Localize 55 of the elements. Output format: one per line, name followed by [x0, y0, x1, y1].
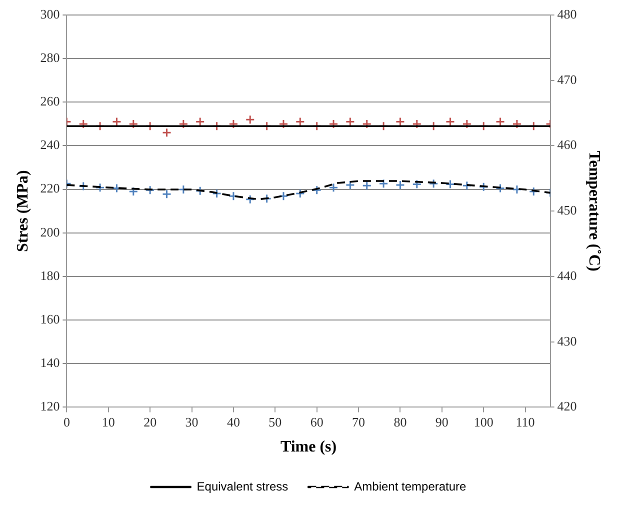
- y-axis-title: Stres (MPa): [14, 170, 32, 252]
- legend-label: Ambient temperature: [354, 479, 467, 494]
- x-tick-label: 110: [516, 414, 535, 430]
- y2-tick-label: 420: [557, 398, 577, 414]
- y2-tick-label: 430: [557, 333, 577, 348]
- point: [312, 185, 322, 195]
- point: [212, 188, 222, 198]
- y-tick-label: 160: [40, 311, 60, 326]
- x-tick-label: 20: [144, 414, 157, 430]
- y2-tick-label: 440: [557, 268, 577, 283]
- point: [496, 183, 506, 193]
- point: [162, 189, 172, 199]
- point: [95, 182, 105, 192]
- x-tick-label: 30: [185, 414, 198, 430]
- point: [362, 180, 372, 190]
- y-tick-label: 220: [40, 180, 60, 196]
- point: [245, 194, 255, 204]
- y2-tick-label: 460: [557, 137, 577, 152]
- x-axis-title: Time (s): [280, 438, 337, 456]
- x-tick-label: 10: [102, 414, 115, 430]
- y-tick-label: 200: [40, 224, 60, 240]
- point: [145, 185, 155, 195]
- y-tick-label: 120: [40, 398, 60, 414]
- point: [328, 182, 338, 192]
- x-tick-label: 90: [435, 414, 448, 430]
- point: [512, 184, 522, 194]
- y-tick-label: 280: [40, 50, 60, 65]
- point: [412, 180, 422, 190]
- y-tick-label: 180: [40, 268, 60, 283]
- y2-tick-label: 470: [557, 72, 577, 87]
- point: [445, 180, 455, 190]
- point: [345, 180, 355, 190]
- x-tick-label: 70: [352, 414, 366, 430]
- legend-label: Equivalent stress: [196, 479, 288, 494]
- x-tick-label: 80: [394, 414, 407, 430]
- point: [128, 186, 138, 196]
- x-tick-label: 50: [268, 414, 282, 430]
- point: [528, 186, 538, 196]
- x-tick-label: 100: [474, 414, 494, 430]
- y-tick-label: 140: [40, 355, 60, 370]
- x-tick-label: 60: [310, 414, 324, 430]
- y-tick-label: 240: [40, 137, 60, 152]
- x-tick-label: 0: [63, 414, 70, 430]
- point: [428, 178, 438, 188]
- point: [378, 178, 388, 188]
- y2-tick-label: 450: [557, 202, 577, 218]
- x-tick-label: 40: [226, 414, 240, 430]
- y2-axis-title: Temperature (˚C): [585, 150, 602, 272]
- point: [462, 180, 472, 190]
- y2-tick-label: 480: [557, 6, 577, 22]
- point: [295, 188, 305, 198]
- y-tick-label: 300: [40, 6, 60, 22]
- y-tick-label: 260: [40, 94, 60, 109]
- point: [395, 180, 405, 190]
- point: [278, 191, 288, 201]
